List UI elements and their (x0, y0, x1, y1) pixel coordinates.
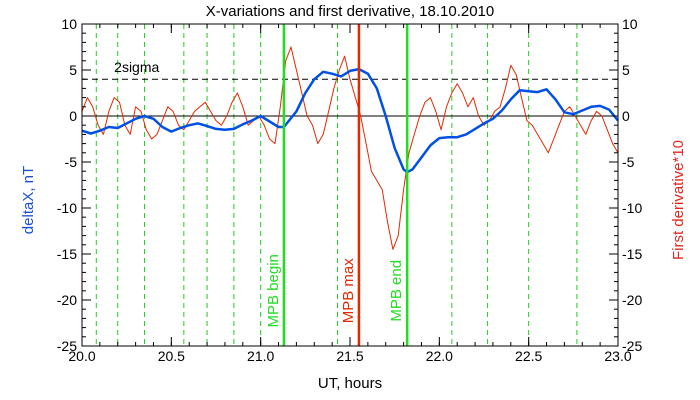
threshold-label: 2sigma (114, 59, 159, 75)
chart-title: X-variations and first derivative, 18.10… (206, 3, 495, 20)
y-tick-label-left: -5 (65, 154, 78, 170)
x-tick-label: 20.0 (68, 348, 95, 364)
marker-label: MPB end (388, 260, 405, 322)
y-tick-label-right: -20 (622, 292, 642, 308)
y-tick-label-left: 0 (69, 108, 77, 124)
axes: 20.0 20.5 21.0 21.5 22.0 22.5 23.0 10 5 0 -5 -10 -15… (57, 16, 643, 364)
y-tick-label-left: -20 (57, 292, 77, 308)
series-layer (81, 46, 619, 250)
y-tick-label-right: -10 (622, 200, 642, 216)
marker-label: MPB begin (265, 254, 282, 327)
y-axis-label-left: deltaX, nT (20, 166, 37, 234)
y-tick-label-left: -15 (57, 246, 77, 262)
x-tick-label: 21.5 (336, 348, 363, 364)
y-tick-label-right: -25 (622, 338, 642, 354)
y-tick-label-left: -25 (57, 338, 77, 354)
y-tick-label-left: 5 (69, 62, 77, 78)
y-tick-label-right: 5 (622, 62, 630, 78)
series-line-deltax (81, 67, 619, 174)
x-tick-label: 20.5 (158, 348, 185, 364)
x-tick-label: 21.0 (247, 348, 274, 364)
y-tick-label-right: 0 (622, 108, 630, 124)
y-tick-label-right: -5 (622, 154, 635, 170)
x-tick-label: 22.0 (426, 348, 453, 364)
y-tick-label-right: -15 (622, 246, 642, 262)
y-axis-label-right: First derivative*10 (670, 140, 687, 260)
y-tick-label-left: 10 (61, 16, 77, 32)
marker-label: MPB max (340, 258, 357, 324)
x-tick-label: 23.0 (604, 348, 631, 364)
y-tick-label-left: -10 (57, 200, 77, 216)
series-line-derivative (81, 46, 619, 250)
x-axis-label: UT, hours (318, 375, 382, 392)
threshold-layer: 2sigma (82, 59, 618, 117)
x-tick-label: 22.5 (515, 348, 542, 364)
y-tick-label-right: 10 (622, 16, 638, 32)
marker-layer: MPB begin MPB max MPB end (265, 24, 409, 346)
